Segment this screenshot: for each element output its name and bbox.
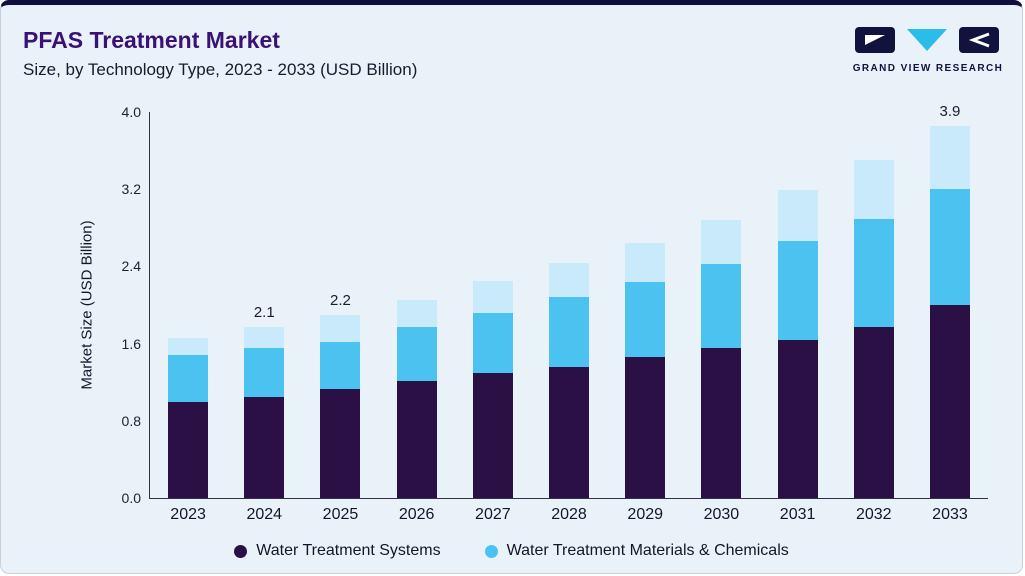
legend-dot-icon	[234, 544, 248, 558]
y-tick-label: 0.8	[121, 412, 141, 429]
stacked-bar	[320, 314, 361, 498]
stacked-bar	[396, 300, 437, 498]
stacked-bar	[168, 337, 209, 498]
x-tick-label: 2032	[855, 506, 892, 523]
bar-group	[150, 112, 226, 498]
bar-segment	[777, 190, 818, 242]
brand-logo: GRAND VIEW RESEARCH	[852, 25, 1004, 74]
y-tick-label: 3.2	[121, 181, 141, 198]
bar-segment	[244, 396, 285, 498]
bar-value-label: 3.9	[939, 102, 961, 120]
brand-logo-icon	[855, 27, 999, 53]
bar-segment	[853, 327, 894, 498]
bar-segment	[625, 243, 666, 282]
bar-value-label: 2.2	[330, 291, 351, 309]
bar-segment	[396, 381, 437, 498]
bar-segment	[853, 219, 894, 328]
x-tick-label: 2024	[246, 506, 283, 523]
brand-logo-text: GRAND VIEW RESEARCH	[852, 63, 1004, 74]
bar-segment	[396, 327, 437, 382]
bar-group	[455, 112, 531, 498]
stacked-bar	[549, 262, 590, 498]
stacked-bar	[244, 327, 285, 498]
bar-group	[607, 112, 683, 498]
bar-group: 3.9	[912, 103, 988, 498]
stacked-bar	[929, 125, 970, 498]
stacked-bar	[472, 280, 513, 498]
bar-group	[379, 112, 455, 498]
bar-segment	[320, 314, 361, 342]
bar-segment	[853, 160, 894, 220]
y-axis-ticks: 0.0 0.8 1.6 2.4 3.2 4.0	[1, 104, 141, 506]
bar-segment	[168, 337, 209, 356]
bar-segment	[549, 366, 590, 498]
page-title: PFAS Treatment Market	[23, 27, 280, 53]
chart-legend: Water Treatment Systems Water Treatment M…	[1, 542, 1022, 560]
bar-segment	[244, 348, 285, 397]
page-subtitle: Size, by Technology Type, 2023 - 2033 (U…	[23, 60, 418, 79]
x-tick-label: 2030	[703, 506, 740, 523]
bar-segment	[929, 125, 970, 190]
y-tick-label: 4.0	[121, 104, 141, 120]
x-tick-label: 2026	[398, 506, 435, 523]
bar-segment	[929, 189, 970, 305]
bars-layer: 2.1 2.2 3.9	[150, 103, 988, 498]
plot-area	[149, 112, 988, 499]
bar-segment	[320, 341, 361, 389]
bar-segment	[777, 241, 818, 340]
y-tick-label: 0.0	[121, 490, 141, 506]
bar-segment	[701, 220, 742, 265]
bar-segment	[472, 280, 513, 313]
bar-segment	[472, 312, 513, 373]
stacked-bar	[625, 243, 666, 498]
bar-segment	[396, 300, 437, 328]
x-tick-label: 2031	[779, 506, 816, 523]
bar-segment	[320, 388, 361, 498]
x-tick-label: 2027	[475, 506, 511, 523]
x-tick-label: 2029	[627, 506, 664, 523]
bar-segment	[929, 305, 970, 498]
stacked-bar	[701, 220, 742, 498]
bar-segment	[168, 401, 209, 498]
bar-segment	[777, 339, 818, 498]
x-axis-labels: 2023 2024 2025 2026 2027 2028 2029 2030 2031 2032…	[150, 506, 988, 524]
bar-group: 2.1	[226, 112, 302, 498]
stacked-bar	[853, 160, 894, 498]
legend-dot-icon	[484, 544, 498, 558]
bar-segment	[244, 327, 285, 349]
x-tick-label: 2028	[551, 506, 587, 523]
bar-group	[531, 112, 607, 498]
bar-segment	[549, 297, 590, 367]
bar-segment	[549, 262, 590, 298]
legend-label: Water Treatment Systems	[256, 542, 441, 559]
bar-segment	[701, 264, 742, 349]
x-tick-label: 2033	[932, 506, 968, 523]
bar-segment	[472, 372, 513, 498]
legend-item: Water Treatment Systems	[234, 542, 441, 560]
legend-label: Water Treatment Materials & Chemicals	[506, 542, 789, 559]
x-tick-label: 2025	[322, 506, 359, 523]
bar-group	[836, 112, 912, 498]
bar-group	[760, 112, 836, 498]
bar-segment	[625, 357, 666, 498]
bar-segment	[701, 348, 742, 498]
y-tick-label: 1.6	[121, 335, 141, 352]
bar-value-label: 2.1	[253, 304, 275, 322]
legend-item: Water Treatment Materials & Chemicals	[484, 542, 789, 560]
stacked-bar	[777, 190, 818, 498]
bar-group: 2.2	[302, 112, 378, 498]
bar-group	[683, 112, 759, 498]
bar-segment	[168, 355, 209, 402]
bar-segment	[625, 281, 666, 358]
x-tick-label: 2023	[170, 506, 206, 523]
y-tick-label: 2.4	[121, 258, 141, 275]
